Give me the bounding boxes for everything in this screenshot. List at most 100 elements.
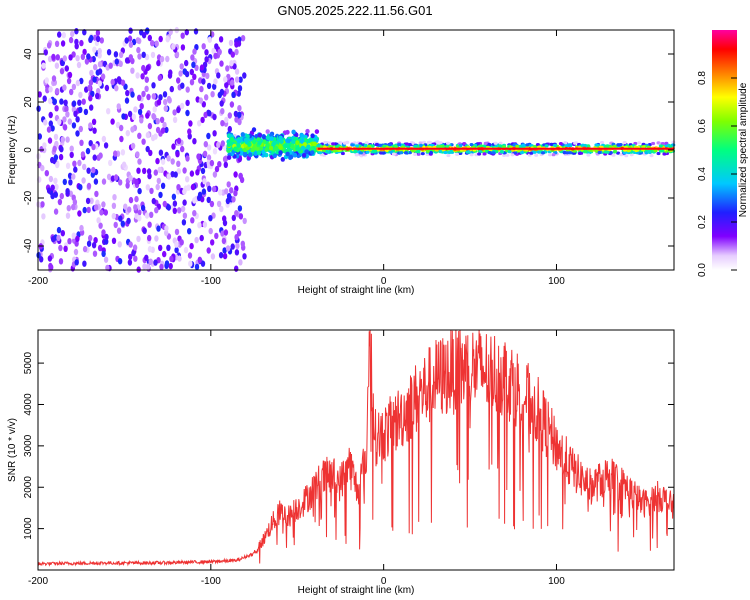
spectrogram-cell xyxy=(71,122,77,129)
spectrogram-cell xyxy=(113,174,119,181)
spectrogram-cell xyxy=(197,222,202,229)
snr-panel: -200 -100 0 100 1000 2000 3000 4000 5000 Height… xyxy=(7,329,675,596)
spectrogram-cell xyxy=(48,111,53,119)
spectrogram-cell xyxy=(193,28,199,35)
spectrogram-cell xyxy=(616,143,621,147)
spectrogram-cell xyxy=(50,125,55,132)
spectrogram-cell xyxy=(43,49,48,56)
spectrogram-cell xyxy=(223,76,228,83)
spectrogram-cell xyxy=(94,190,99,198)
spectrogram-cell xyxy=(110,78,115,86)
spectrogram-cell xyxy=(180,32,185,39)
spectrogram-cell xyxy=(93,178,99,185)
spectrogram-cell xyxy=(185,155,190,162)
spectrogram-cell xyxy=(130,67,135,74)
spectrogram-cell xyxy=(216,72,221,79)
spectrogram-cell xyxy=(200,167,206,175)
spectrogram-cell xyxy=(510,153,515,157)
spectrogram-cell xyxy=(92,127,97,134)
spectrogram-cell xyxy=(234,210,239,217)
spectrogram-cell xyxy=(73,110,78,118)
spectrogram-cell xyxy=(50,184,55,191)
spectrogram-cell xyxy=(75,55,80,62)
spectrogram-cell xyxy=(93,204,99,211)
spectrogram-cell xyxy=(82,206,87,214)
spectrogram-cell xyxy=(64,105,69,113)
spectrogram-cell xyxy=(52,145,57,153)
spectrogram-cell xyxy=(174,246,179,254)
colorbar-tick-label: 0.8 xyxy=(697,71,708,85)
spectrogram-cell xyxy=(148,149,153,157)
spectrogram-cell xyxy=(206,144,212,151)
spectrogram-cell xyxy=(279,139,284,145)
spectrogram-cell xyxy=(95,29,101,37)
spectrogram-cell xyxy=(128,54,133,61)
spectrogram-cell xyxy=(119,124,124,132)
spectrogram-cell xyxy=(579,151,584,155)
spectrogram-cell xyxy=(137,108,143,116)
spectrogram-cell xyxy=(234,249,240,256)
spectrogram-cell xyxy=(155,126,161,134)
spectrogram-cell xyxy=(217,91,222,99)
spectrogram-cell xyxy=(91,143,96,151)
spectrogram-cell xyxy=(182,188,187,195)
spectrogram-cell xyxy=(302,142,307,147)
spectrogram-cell xyxy=(153,133,158,140)
spectrogram-cell xyxy=(47,255,53,262)
spectrogram-cell xyxy=(273,145,279,151)
spectrogram-cell xyxy=(82,48,87,56)
spectrogram-cell xyxy=(69,151,74,159)
spectrogram-cell xyxy=(162,200,167,208)
spectrogram-cell xyxy=(121,113,126,120)
spectrogram-cell xyxy=(229,60,234,67)
spectrogram-cell xyxy=(78,184,83,191)
spectrogram-cell xyxy=(116,76,122,83)
spectrogram-cell xyxy=(619,153,624,157)
spectrogram-cell xyxy=(428,140,432,144)
spectrogram-cell xyxy=(60,230,65,237)
spectrogram-cell xyxy=(280,157,285,162)
spectrogram-cell xyxy=(257,140,262,146)
spectrogram-cell xyxy=(462,142,467,146)
spectrogram-cell xyxy=(616,151,621,155)
spectrogram-cell xyxy=(354,153,359,157)
spectrogram-cell xyxy=(74,259,79,266)
spectrogram-cell xyxy=(61,31,66,39)
spectrogram-cell xyxy=(62,178,67,186)
spectrogram-cell xyxy=(190,54,195,61)
spectrogram-cell xyxy=(88,95,93,102)
spectrogram-cell xyxy=(242,217,247,225)
spectrogram-cell xyxy=(59,68,65,75)
spectrogram-cell xyxy=(214,165,220,173)
spectrogram-cell xyxy=(134,195,139,203)
spectrogram-cell xyxy=(338,141,343,145)
spectrogram-cell xyxy=(185,109,190,117)
colorbar-tick-label: 0.0 xyxy=(697,263,708,277)
spectrogram-cell xyxy=(413,144,418,148)
spectrogram-cell xyxy=(176,137,182,144)
spectrogram-cell xyxy=(47,55,53,63)
spectrogram-cell xyxy=(222,247,227,254)
spectrogram-cell xyxy=(133,255,138,262)
spectrogram-cell xyxy=(203,141,208,148)
spectrogram-cell xyxy=(93,63,98,71)
spectrogram-cell xyxy=(212,148,218,155)
spectrogram-cell xyxy=(251,139,257,145)
spectrogram-cell xyxy=(222,252,228,260)
spectrogram-cell xyxy=(79,139,84,146)
spectrogram-cell xyxy=(71,173,76,180)
spectrogram-cell xyxy=(142,227,147,234)
spectrogram-cell xyxy=(169,255,174,263)
spectrogram-cell xyxy=(151,113,156,120)
spectrogram-cell xyxy=(88,234,93,242)
spectrogram-cell xyxy=(197,120,202,127)
spectrogram-cell xyxy=(364,141,369,145)
spectrogram-cell xyxy=(185,99,190,107)
spectrogram-cell xyxy=(157,166,162,174)
spectrogram-cell xyxy=(210,239,215,246)
spectrogram-cell xyxy=(295,140,300,146)
spectrogram-cell xyxy=(365,150,370,154)
figure-title: GN05.2025.222.11.56.G01 xyxy=(277,3,432,18)
spectrogram-cell xyxy=(125,89,130,97)
spectrogram-cell xyxy=(420,152,425,156)
